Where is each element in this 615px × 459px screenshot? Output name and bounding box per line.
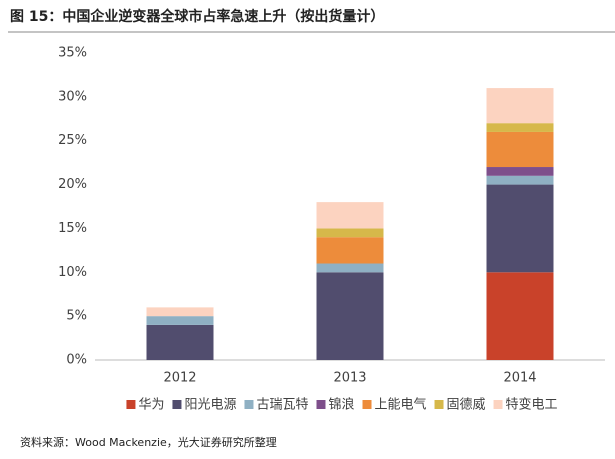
bar-segment (486, 184, 554, 273)
bar-segment (486, 175, 554, 185)
y-tick-label: 0% (66, 353, 87, 368)
bar-segment (316, 237, 384, 264)
bar-segment (316, 263, 384, 273)
bar-segment (316, 202, 384, 229)
x-tick-label: 2014 (503, 371, 536, 386)
legend-label: 锦浪 (328, 398, 354, 413)
y-tick-label: 30% (58, 89, 87, 104)
bar-segment (486, 131, 554, 168)
x-tick-label: 2013 (333, 371, 366, 386)
legend-swatch (493, 400, 503, 409)
bar-segment (486, 123, 554, 132)
legend-swatch (362, 400, 372, 409)
y-tick-label: 10% (58, 265, 87, 280)
bar-segment (146, 324, 214, 360)
legend-label: 上能电气 (375, 397, 427, 413)
bar-segment (146, 316, 214, 325)
legend-label: 华为 (138, 398, 164, 413)
bar-segment (486, 88, 554, 124)
bar-segment (486, 272, 554, 360)
legend-swatch (434, 400, 444, 409)
legend-swatch (172, 400, 182, 409)
bar-segment (316, 272, 384, 360)
legend-label: 古瑞瓦特 (256, 398, 308, 413)
y-tick-label: 35% (58, 46, 87, 61)
y-tick-label: 20% (58, 177, 87, 192)
source-note: 资料来源：Wood Mackenzie，光大证券研究所整理 (20, 435, 277, 449)
chart-title: 图 15：中国企业逆变器全球市占率急速上升（按出货量计） (10, 8, 384, 25)
y-tick-label: 5% (66, 309, 87, 324)
bar-segment (146, 307, 214, 317)
x-tick-label: 2012 (163, 371, 196, 386)
legend-label: 固德威 (447, 398, 486, 413)
y-tick-label: 15% (58, 221, 87, 236)
legend-swatch (126, 400, 136, 409)
y-tick-label: 25% (58, 133, 87, 148)
legend-swatch (316, 400, 326, 409)
legend-label: 阳光电源 (184, 398, 236, 413)
bar-segment (316, 228, 384, 238)
bar-segment (486, 167, 554, 176)
legend-label: 特变电工 (506, 397, 558, 413)
legend-swatch (244, 400, 254, 409)
